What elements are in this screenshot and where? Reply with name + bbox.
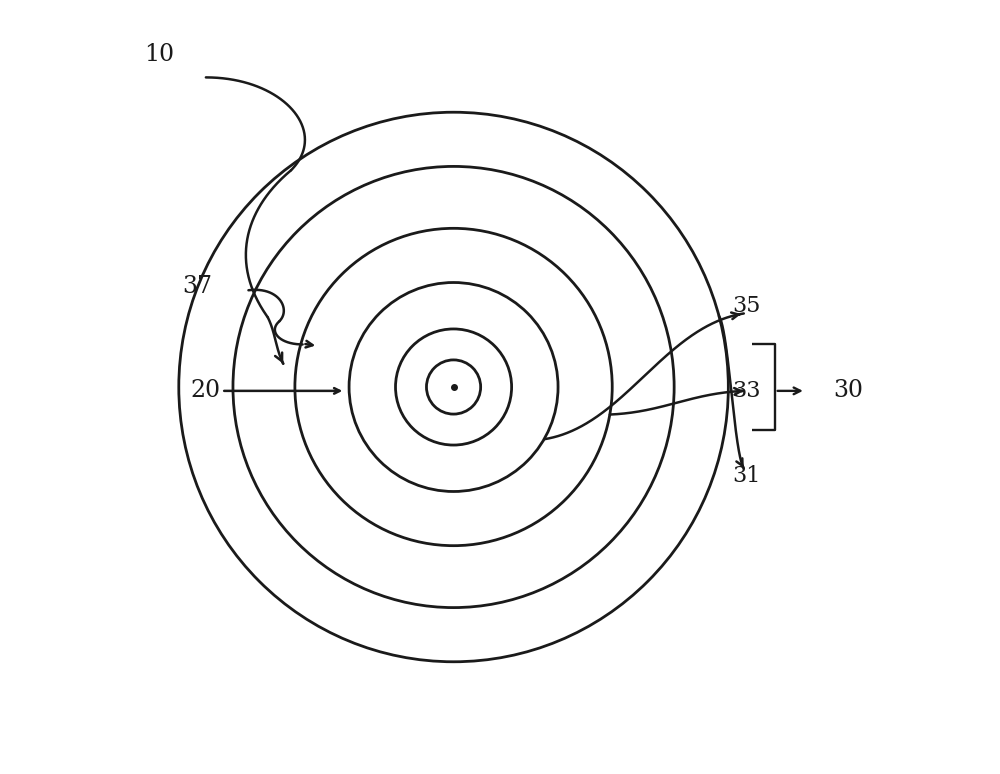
Text: 33: 33	[732, 380, 761, 402]
Text: 20: 20	[190, 379, 221, 402]
Text: 35: 35	[732, 295, 761, 317]
Text: 30: 30	[833, 379, 863, 402]
Text: 37: 37	[183, 275, 213, 298]
Text: 31: 31	[732, 465, 761, 487]
Text: 10: 10	[144, 43, 174, 66]
